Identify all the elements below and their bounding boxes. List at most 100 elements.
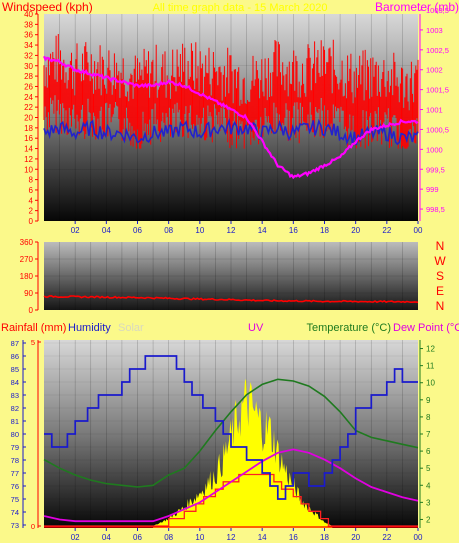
direction-tick-label: 0 bbox=[29, 306, 34, 315]
direction-plot-grid bbox=[44, 242, 418, 310]
windspeed-tick-label: 22 bbox=[24, 103, 33, 112]
windspeed-tick-label: 10 bbox=[24, 165, 33, 174]
humidity-tick-label: 81 bbox=[11, 417, 19, 426]
humidity-tick-label: 75 bbox=[11, 495, 19, 504]
temperature-tick-label: 10 bbox=[426, 379, 435, 388]
humidity-rain-axes: 73 74 75 76 77 78 79 80 81 82 83 84 85 86 87 0 5 bbox=[11, 338, 41, 531]
direction-tick-label: 360 bbox=[20, 238, 34, 247]
x-tick-label: 22 bbox=[382, 533, 391, 542]
barometer-tick-label: 1003,5 bbox=[426, 6, 449, 15]
humidity-tick-label: 74 bbox=[11, 508, 19, 517]
x-tick-label: 06 bbox=[133, 533, 142, 542]
compass-label: E bbox=[436, 284, 444, 298]
windspeed-tick-label: 28 bbox=[24, 72, 33, 81]
barometer-tick-label: 999,5 bbox=[426, 165, 445, 174]
x-tick-label: 02 bbox=[71, 226, 80, 235]
rain-tick-label: 0 bbox=[31, 522, 35, 531]
windspeed-tick-label: 26 bbox=[24, 82, 33, 91]
barometer-tick-label: 1001 bbox=[426, 106, 443, 115]
windspeed-tick-label: 2 bbox=[29, 207, 34, 216]
humidity-tick-label: 79 bbox=[11, 443, 19, 452]
barometer-tick-label: 1000,5 bbox=[426, 125, 449, 134]
temperature-tick-label: 5 bbox=[426, 464, 431, 473]
x-tick-label: 12 bbox=[227, 226, 236, 235]
humidity-tick-label: 82 bbox=[11, 404, 19, 413]
x-tick-label: 10 bbox=[195, 533, 204, 542]
temperature-axis-label: Temperature (°C) bbox=[307, 322, 391, 334]
combined-series bbox=[43, 355, 419, 528]
top-panel: Windspeed (kph) All time graph data - 15… bbox=[2, 0, 459, 235]
x-tick-label: 20 bbox=[351, 533, 360, 542]
windspeed-tick-label: 32 bbox=[24, 51, 33, 60]
dew-point-series bbox=[43, 448, 419, 523]
x-tick-label: 14 bbox=[258, 226, 267, 235]
x-tick-label: 02 bbox=[71, 533, 80, 542]
windspeed-tick-label: 38 bbox=[24, 20, 33, 29]
x-tick-label: 04 bbox=[102, 533, 111, 542]
bottom-panel: Rainfall (mm) Humidity Solar UV Temperat… bbox=[1, 322, 459, 542]
barometer-tick-label: 1001,5 bbox=[426, 86, 449, 95]
humidity-tick-label: 87 bbox=[11, 339, 19, 348]
humidity-tick-label: 73 bbox=[11, 521, 19, 530]
windspeed-tick-label: 14 bbox=[24, 145, 33, 154]
humidity-tick-label: 84 bbox=[11, 378, 19, 387]
temperature-tick-label: 11 bbox=[426, 362, 435, 371]
temperature-axis: 2 3 4 5 6 7 8 9 10 11 12 bbox=[419, 340, 435, 528]
chart-title: All time graph data - 15 March 2020 bbox=[153, 2, 328, 14]
x-tick-label: 08 bbox=[164, 533, 173, 542]
direction-tick-label: 270 bbox=[20, 255, 34, 264]
x-tick-label: 18 bbox=[320, 226, 329, 235]
humidity-tick-label: 83 bbox=[11, 391, 19, 400]
direction-plot-area bbox=[44, 242, 418, 310]
temperature-tick-label: 12 bbox=[426, 345, 435, 354]
humidity-axis-label: Humidity bbox=[68, 322, 111, 334]
windspeed-tick-label: 36 bbox=[24, 31, 33, 40]
direction-axis: 0 90 180 270 360 bbox=[20, 238, 39, 315]
x-tick-label: 16 bbox=[289, 533, 298, 542]
windspeed-axis-label: Windspeed (kph) bbox=[2, 0, 93, 14]
direction-tick-label: 90 bbox=[24, 289, 33, 298]
windspeed-tick-label: 16 bbox=[24, 134, 33, 143]
wind-time-axis: 02 04 06 08 10 12 14 16 18 20 22 00 bbox=[71, 221, 423, 235]
x-tick-label: 20 bbox=[351, 226, 360, 235]
barometer-tick-label: 1002 bbox=[426, 66, 443, 75]
x-tick-label: 22 bbox=[382, 226, 391, 235]
humidity-tick-label: 86 bbox=[11, 352, 19, 361]
temperature-tick-label: 9 bbox=[426, 396, 431, 405]
humidity-tick-label: 80 bbox=[11, 430, 19, 439]
temperature-tick-label: 4 bbox=[426, 481, 431, 490]
x-tick-label: 00 bbox=[414, 533, 423, 542]
temperature-tick-label: 6 bbox=[426, 447, 431, 456]
solar-axis-label: Solar bbox=[118, 322, 144, 334]
compass-label: S bbox=[436, 269, 444, 283]
dew-point-axis-label: Dew Point (°C) bbox=[393, 322, 459, 334]
temperature-tick-label: 8 bbox=[426, 413, 431, 422]
barometer-axis: 998,5 999 999,5 1000 1000,5 1001 1001,5 1002 100… bbox=[419, 6, 449, 221]
windspeed-tick-label: 8 bbox=[29, 176, 34, 185]
barometer-series bbox=[43, 55, 419, 180]
windspeed-tick-label: 0 bbox=[29, 217, 34, 226]
x-tick-label: 16 bbox=[289, 226, 298, 235]
windspeed-tick-label: 18 bbox=[24, 124, 33, 133]
x-tick-label: 00 bbox=[414, 226, 423, 235]
x-tick-label: 08 bbox=[164, 226, 173, 235]
temperature-tick-label: 3 bbox=[426, 498, 431, 507]
humidity-tick-label: 78 bbox=[11, 456, 19, 465]
uv-axis-label: UV bbox=[248, 322, 264, 334]
wind-baro-series bbox=[43, 34, 419, 180]
windspeed-tick-label: 12 bbox=[24, 155, 33, 164]
x-tick-label: 12 bbox=[227, 533, 236, 542]
x-tick-label: 10 bbox=[195, 226, 204, 235]
uv-series bbox=[44, 473, 418, 527]
wind-direction-series bbox=[43, 294, 419, 304]
windspeed-tick-label: 34 bbox=[24, 41, 33, 50]
barometer-tick-label: 1003 bbox=[426, 26, 443, 35]
windspeed-tick-label: 40 bbox=[24, 10, 33, 19]
direction-tick-label: 180 bbox=[20, 272, 34, 281]
barometer-tick-label: 998,5 bbox=[426, 205, 445, 214]
rain-tick-label: 5 bbox=[31, 338, 35, 347]
